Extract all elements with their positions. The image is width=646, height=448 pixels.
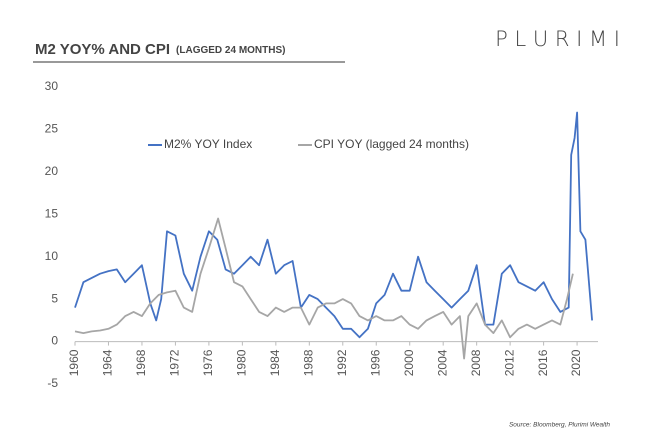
x-tick-label: 1984: [268, 349, 282, 376]
title-sub: (LAGGED 24 MONTHS): [176, 45, 285, 56]
x-tick-label: 1968: [134, 349, 148, 376]
x-tick-label: 1996: [368, 349, 382, 376]
x-tick-label: 2000: [402, 349, 416, 376]
logo: P L U R I M I: [495, 27, 620, 51]
x-tick-label: 1972: [168, 349, 182, 376]
y-tick-label: -5: [47, 376, 58, 390]
x-tick-label: 1988: [301, 349, 315, 376]
y-tick-label: 20: [45, 164, 59, 178]
x-tick-label: 1992: [335, 349, 349, 376]
series-line: [74, 217, 574, 360]
title-main: M2 YOY% AND CPI: [35, 41, 170, 58]
y-tick-label: 5: [51, 291, 58, 305]
y-tick-label: 0: [51, 334, 58, 348]
legend-label: CPI YOY (lagged 24 months): [314, 137, 469, 151]
x-tick-label: 2012: [502, 349, 516, 376]
x-tick-label: 1964: [101, 349, 115, 376]
y-tick-label: 25: [45, 122, 59, 136]
source: Source: Bloomberg, Plurimi Wealth: [509, 422, 610, 429]
plot: -5 0 5 10 15 20 25 30 1960 1964 1968 1972 1976 1980 19…: [45, 79, 598, 390]
title: M2 YOY% AND CPI (LAGGED 24 MONTHS): [35, 41, 285, 58]
x-tick-label: 2008: [469, 349, 483, 376]
x-tick-label: 2020: [569, 349, 583, 376]
series-line: [74, 111, 593, 339]
x-tick-label: 1976: [201, 349, 215, 376]
x-tick-label: 1960: [67, 349, 81, 376]
x-tick-label: 2004: [435, 349, 449, 376]
x-tick-label: 2016: [536, 349, 550, 376]
y-tick-label: 30: [45, 79, 59, 93]
y-tick-label: 10: [45, 249, 59, 263]
y-tick-label: 15: [45, 206, 59, 220]
legend-label: M2% YOY Index: [164, 137, 252, 151]
x-tick-label: 1980: [235, 349, 249, 376]
